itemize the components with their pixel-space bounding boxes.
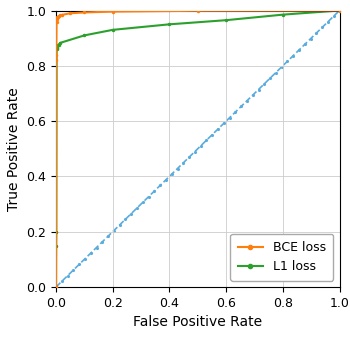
- L1 loss: [337, 8, 342, 13]
- BCE loss: [58, 13, 62, 18]
- BCE loss: [337, 8, 342, 13]
- BCE loss: [55, 15, 60, 20]
- L1 loss: [54, 230, 58, 234]
- L1 loss: [58, 41, 62, 45]
- Legend: BCE loss, L1 loss: BCE loss, L1 loss: [230, 233, 333, 281]
- L1 loss: [281, 13, 285, 17]
- L1 loss: [55, 46, 59, 50]
- BCE loss: [57, 14, 61, 18]
- Y-axis label: True Positive Rate: True Positive Rate: [7, 87, 21, 211]
- L1 loss: [56, 43, 60, 47]
- BCE loss: [82, 10, 86, 15]
- Line: BCE loss: BCE loss: [54, 8, 342, 289]
- L1 loss: [55, 44, 60, 49]
- L1 loss: [167, 22, 172, 27]
- BCE loss: [111, 9, 115, 14]
- BCE loss: [54, 58, 58, 62]
- L1 loss: [55, 47, 59, 51]
- L1 loss: [82, 33, 86, 37]
- BCE loss: [56, 14, 60, 19]
- Line: L1 loss: L1 loss: [54, 8, 342, 289]
- L1 loss: [111, 28, 115, 32]
- BCE loss: [54, 285, 58, 289]
- L1 loss: [54, 285, 58, 289]
- BCE loss: [196, 9, 200, 13]
- L1 loss: [224, 18, 228, 22]
- L1 loss: [57, 42, 61, 47]
- L1 loss: [54, 244, 58, 248]
- BCE loss: [60, 13, 64, 17]
- X-axis label: False Positive Rate: False Positive Rate: [133, 315, 262, 329]
- BCE loss: [55, 17, 59, 21]
- BCE loss: [54, 52, 58, 57]
- BCE loss: [68, 11, 72, 15]
- BCE loss: [55, 20, 59, 24]
